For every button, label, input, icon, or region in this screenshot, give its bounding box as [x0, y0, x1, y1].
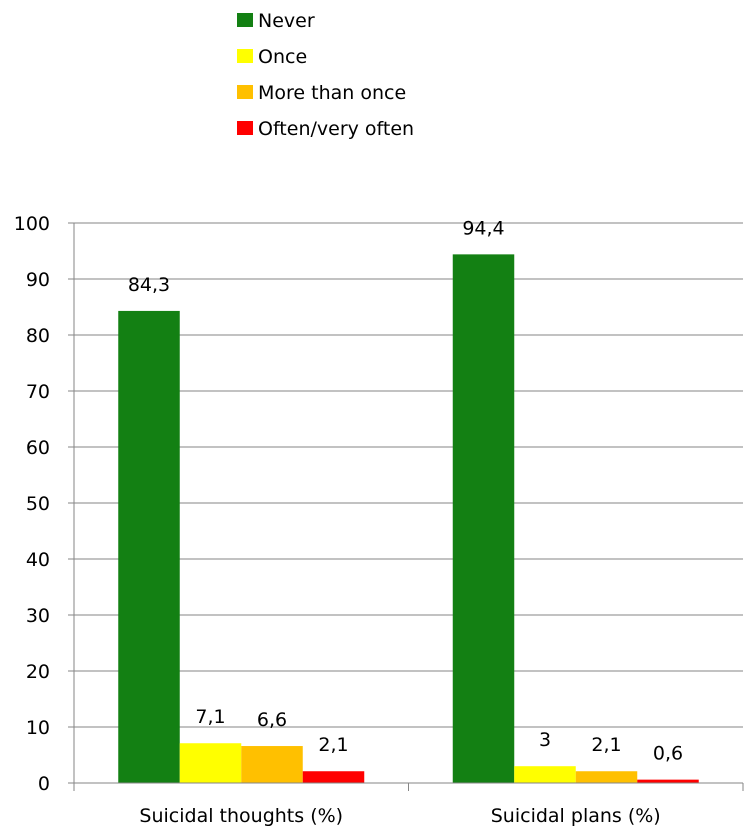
y-tick-label-8: 80	[26, 325, 50, 347]
data-label-0-2: 6,6	[257, 709, 287, 731]
y-axis: 0 10 20 30 40 50 60 70 80 90 100	[14, 213, 75, 795]
bar-1-3	[637, 779, 699, 783]
legend-swatch-3	[237, 121, 253, 135]
y-tick-label-7: 70	[26, 381, 50, 403]
data-label-0-0: 84,3	[128, 274, 170, 296]
legend: Never Once More than once Often/very often	[237, 10, 414, 140]
bar-1-1	[514, 766, 576, 783]
y-tick-label-2: 20	[26, 661, 50, 683]
bar-0-2	[241, 746, 303, 783]
legend-label-3: Often/very often	[258, 118, 414, 140]
y-tick-label-10: 100	[14, 213, 50, 235]
data-label-1-3: 0,6	[653, 743, 683, 765]
data-label-1-0: 94,4	[462, 217, 504, 239]
y-tick-label-9: 90	[26, 269, 50, 291]
bar-1-2	[575, 771, 638, 783]
legend-label-2: More than once	[258, 82, 406, 104]
legend-label-0: Never	[258, 10, 315, 32]
bar-0-3	[302, 771, 365, 783]
bar-0-0	[118, 310, 180, 783]
data-label-0-1: 7,1	[195, 706, 225, 728]
bar-0-1	[179, 743, 242, 783]
legend-swatch-1	[237, 49, 253, 63]
data-label-0-3: 2,1	[318, 734, 348, 756]
y-tick-label-6: 60	[26, 437, 50, 459]
x-category-label-0: Suicidal thoughts (%)	[139, 805, 343, 827]
bars	[118, 254, 699, 784]
data-label-1-1: 3	[539, 729, 551, 751]
y-tick-label-4: 40	[26, 549, 50, 571]
x-axis: Suicidal thoughts (%) Suicidal plans (%)	[73, 782, 744, 827]
y-tick-label-0: 0	[38, 773, 50, 795]
gridlines	[74, 222, 743, 784]
legend-swatch-2	[237, 85, 253, 99]
y-tick-label-1: 10	[26, 717, 50, 739]
legend-swatch-0	[237, 13, 253, 27]
bar-1-0	[452, 254, 515, 784]
data-labels: 84,3 7,1 6,6 2,1 94,4 3 2,1 0,6	[128, 217, 683, 764]
data-label-1-2: 2,1	[591, 734, 621, 756]
legend-label-1: Once	[258, 46, 307, 68]
x-category-label-1: Suicidal plans (%)	[491, 805, 661, 827]
y-tick-label-5: 50	[26, 493, 50, 515]
y-tick-label-3: 30	[26, 605, 50, 627]
